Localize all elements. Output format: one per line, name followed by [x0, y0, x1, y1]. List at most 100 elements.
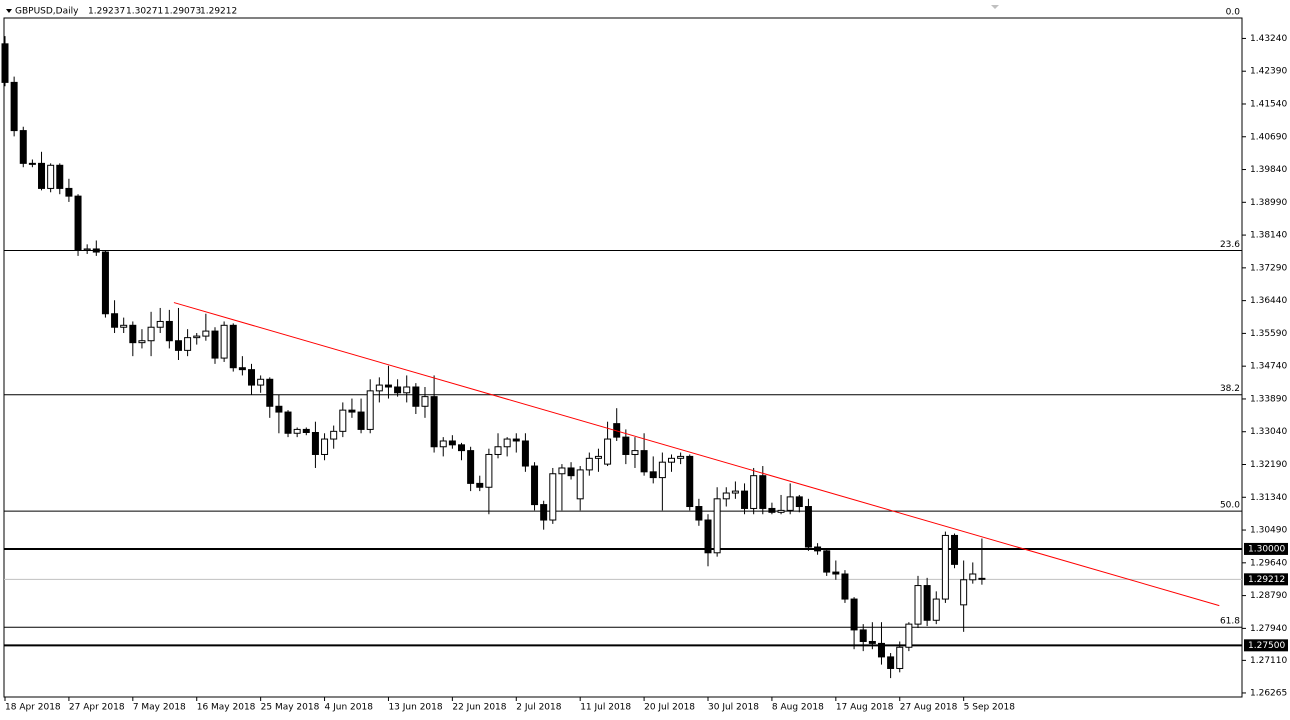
candle: [722, 487, 730, 507]
y-tick-label: 1.42390: [1250, 67, 1287, 77]
candle: [594, 448, 602, 472]
candle: [83, 244, 91, 254]
candle-body: [19, 130, 27, 164]
candle: [667, 454, 675, 472]
candle: [622, 429, 630, 465]
y-tick-label: 1.27940: [1250, 624, 1287, 634]
level-label: 1.27500: [1248, 641, 1285, 651]
x-tick-label: 22 Jun 2018: [452, 703, 506, 713]
ohlc-open: 1.29237: [88, 7, 125, 17]
candle-body: [202, 330, 210, 337]
candle-body: [467, 450, 475, 484]
candle-body: [120, 324, 128, 328]
candle-body: [951, 534, 959, 565]
candle: [686, 454, 694, 511]
candle: [421, 386, 429, 418]
candle: [220, 321, 228, 362]
candle: [795, 494, 803, 513]
candle: [978, 538, 986, 585]
candle-body: [421, 396, 429, 407]
candle-body: [111, 313, 119, 328]
trendline: [173, 302, 1220, 607]
candle: [92, 240, 100, 256]
candle-body: [101, 251, 109, 315]
candle-body: [257, 378, 265, 386]
y-tick-label: 1.26265: [1250, 688, 1287, 698]
candle: [10, 76, 18, 137]
candle-body: [284, 411, 292, 434]
candle-body: [877, 642, 885, 658]
candle: [156, 307, 164, 334]
candle-body: [531, 465, 539, 506]
candle-body: [248, 369, 256, 386]
candle-body: [394, 386, 402, 394]
candle-body: [321, 438, 329, 455]
y-tick-label: 1.36440: [1250, 296, 1287, 306]
candle: [741, 483, 749, 515]
candle: [549, 467, 557, 524]
y-tick-label: 1.37290: [1250, 263, 1287, 273]
candle-body: [731, 490, 739, 494]
candle-body: [56, 164, 64, 189]
candle: [348, 398, 356, 418]
candle: [275, 394, 283, 434]
fib-label: 38.2: [1220, 384, 1240, 394]
candle: [923, 577, 931, 627]
y-tick-label: 1.35590: [1250, 329, 1287, 339]
candle: [257, 375, 265, 393]
y-tick-label: 1.38990: [1250, 198, 1287, 208]
candle-body: [585, 457, 593, 471]
candle: [38, 151, 46, 191]
candle: [184, 329, 192, 357]
menu-arrow[interactable]: [6, 9, 12, 13]
candle-body: [640, 450, 648, 473]
candle: [339, 402, 347, 438]
candle: [750, 467, 758, 515]
candle-body: [667, 457, 675, 463]
x-tick-label: 25 May 2018: [261, 703, 320, 713]
y-tick-label: 1.31340: [1250, 493, 1287, 503]
candle-body: [604, 438, 612, 465]
candle: [868, 622, 876, 650]
candle: [823, 548, 831, 576]
candle: [74, 194, 82, 256]
candle-body: [293, 428, 301, 434]
candle: [832, 560, 840, 580]
candle: [47, 163, 55, 193]
candle: [877, 622, 885, 665]
candle-body: [914, 585, 922, 625]
candle: [951, 533, 959, 569]
candle: [759, 466, 767, 515]
ohlc-low: 1.29073: [164, 7, 201, 17]
candle: [19, 126, 27, 168]
candle-body: [804, 506, 812, 548]
candle: [896, 641, 904, 673]
candle-body: [704, 519, 712, 554]
candle: [120, 317, 128, 334]
candle-body: [47, 164, 55, 189]
candle: [585, 452, 593, 476]
fib-label: 23.6: [1220, 240, 1240, 250]
candle-body: [786, 496, 794, 511]
candle-body: [841, 573, 849, 600]
candle: [814, 543, 822, 555]
candle-body: [649, 471, 657, 479]
candle: [777, 494, 785, 515]
candle-body: [594, 455, 602, 459]
candle-body: [814, 546, 822, 552]
candle-body: [211, 330, 219, 359]
candle: [430, 375, 438, 453]
candle: [138, 329, 146, 349]
candle: [521, 433, 529, 472]
candle-body: [941, 534, 949, 600]
x-tick-label: 30 Jul 2018: [708, 703, 759, 713]
candle: [448, 435, 456, 449]
candle-body: [83, 248, 91, 251]
candle: [248, 363, 256, 395]
y-tick-label: 1.39840: [1250, 165, 1287, 175]
candle-body: [28, 162, 36, 165]
candle-body: [339, 409, 347, 432]
candle-body: [759, 475, 767, 509]
x-tick-label: 8 Aug 2018: [772, 703, 824, 713]
